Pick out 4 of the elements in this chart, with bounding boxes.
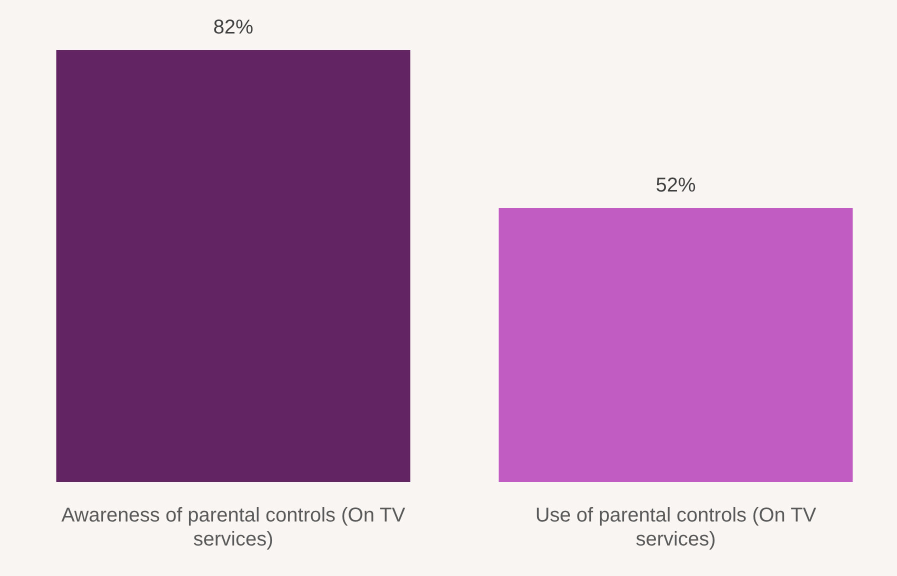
data-label: 82% (213, 16, 254, 39)
data-label: 52% (656, 174, 696, 197)
x-tick-label: Use of parental controls (On TV services) (535, 504, 817, 551)
x-tick-label: Awareness of parental controls (On TV services) (61, 504, 406, 551)
